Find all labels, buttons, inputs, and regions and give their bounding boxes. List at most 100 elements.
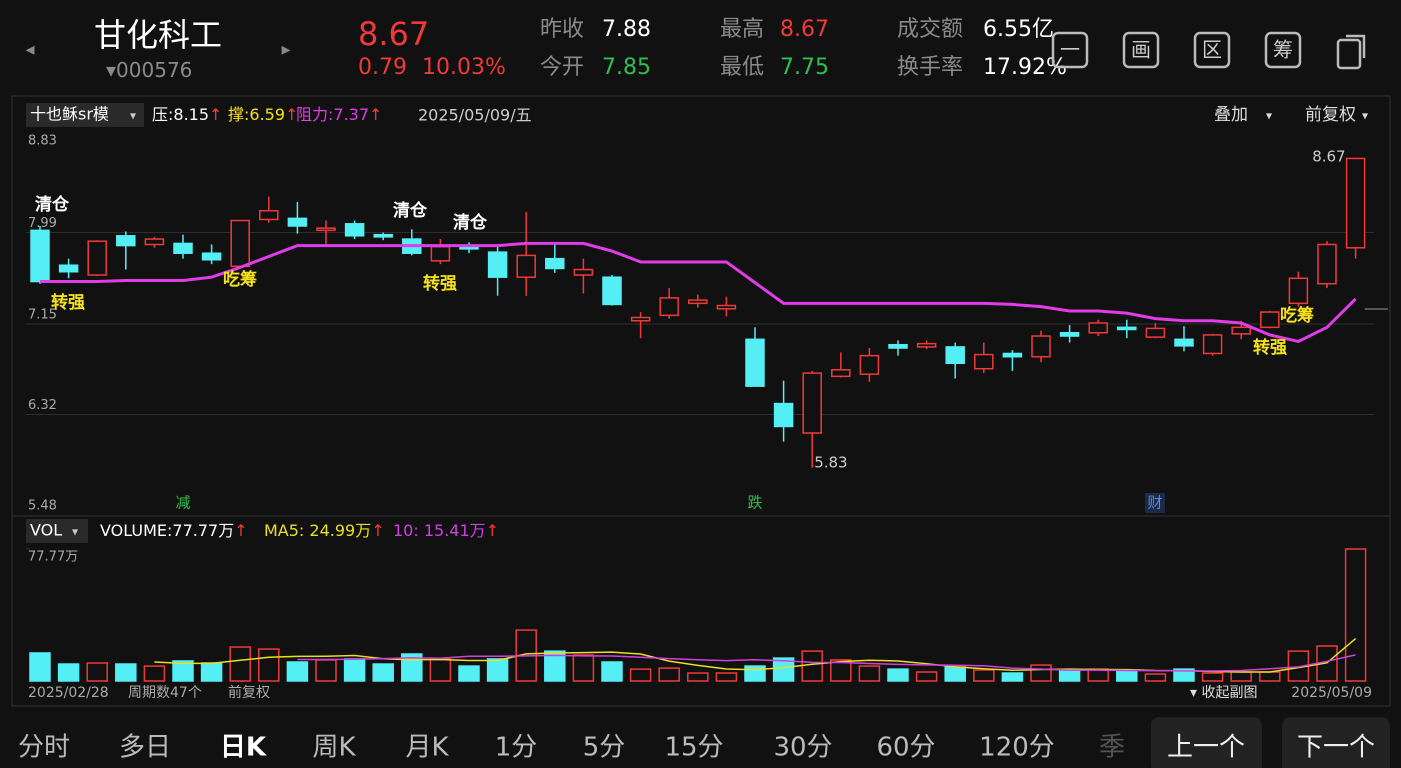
candle-body [316,227,336,232]
icon-box[interactable] [1264,31,1302,69]
volume-bar [286,661,309,682]
y-tick-label: 5.48 [28,499,57,514]
candle-body [1031,335,1051,358]
y-tick-label: 77.77万 [28,550,78,565]
tab[interactable]: 1分 [495,733,538,763]
volume-bar [429,658,452,682]
tab[interactable]: 60分 [876,733,935,763]
volume-bar [458,665,480,682]
button-label[interactable]: 下一个 [1297,733,1375,763]
volume-bar [915,671,938,682]
low: 7.75 [780,55,829,80]
volume-bar [1001,672,1024,682]
candle-body [916,342,937,348]
collapse[interactable]: ▾ 收起副图 [1190,685,1257,701]
annotation: 转强 [423,273,457,294]
candle-body [58,264,79,273]
volume-bar [658,667,680,682]
icon-box[interactable] [1122,31,1160,69]
tab[interactable]: 分时 [18,733,70,763]
button-label[interactable]: 上一个 [1167,733,1245,763]
volume-bar [629,668,652,682]
prev-button-bg[interactable] [1151,717,1262,768]
tab[interactable]: 120分 [979,733,1055,763]
volume-bar [258,648,280,682]
tab[interactable]: 月K [405,733,449,763]
volume-bar [1030,664,1052,682]
candle-body [659,297,679,317]
volume-bar [1201,672,1224,682]
volume-bar [200,662,223,682]
resist-text: 阻力:7.37 [296,105,369,124]
indicator-caret: ▾ [130,109,136,123]
code: 000576 [116,58,192,82]
annotation: 转强 [51,292,85,313]
volume-bar [572,654,595,682]
arrow: ↑ [486,521,499,540]
candle-body [516,254,536,278]
low-label: 最低 [720,55,764,80]
tab[interactable]: 季 [1099,733,1125,763]
icon-glyph: 一 [1060,38,1080,62]
tab[interactable]: 5分 [583,733,626,763]
tab[interactable]: 周K [312,733,356,763]
overlay[interactable]: 叠加 [1214,105,1248,125]
stock-name: 甘化科工 [94,16,222,54]
candle-body [230,219,250,268]
tab[interactable]: 日K [220,733,267,763]
code-caret: ▾ [106,58,116,82]
candle-body [630,316,651,322]
volume-bar [544,650,566,682]
vol-label-bg[interactable] [26,519,88,543]
indicator-bg[interactable] [26,103,144,127]
icon-box[interactable] [1051,31,1089,69]
volume-bar [1116,670,1138,682]
tab[interactable]: 30分 [773,733,832,763]
prev-arrow[interactable]: ◂ [25,39,34,60]
amount-label: 成交额 [897,17,963,42]
next-button-bg[interactable] [1282,717,1390,768]
candle-body [1202,334,1223,355]
ma10-legend-text: 10: 15.41万 [393,521,486,540]
volume-bar [601,661,623,682]
support-text: 撑:6.59 [228,105,285,124]
open-label: 今开 [540,55,584,80]
candle-body [287,217,308,227]
adjust-footer: 前复权 [228,684,270,701]
candle-body [1145,327,1166,338]
icon-glyph: 筹 [1273,38,1293,62]
tab[interactable]: 多日 [119,733,171,763]
candle-body [173,242,193,254]
candle-body [831,369,851,378]
volume-legend-text: VOLUME:77.77万 [100,521,234,540]
annotation: 转强 [1253,337,1287,358]
rotate-icon[interactable] [1336,34,1366,70]
volume-bar [801,650,823,682]
ma10-legend: 10: 15.41万↑ [393,521,499,540]
icon-box[interactable] [1193,31,1231,69]
periods: 周期数47个 [128,685,202,701]
volume-bar [172,660,194,682]
turnover-label: 换手率 [897,55,963,80]
high-label: 最高 [720,17,764,42]
volume-bar [1058,669,1081,682]
candle-body [201,252,222,261]
candle-body [602,276,622,306]
caret: ▾ [1266,109,1272,123]
candle-body [144,238,165,246]
change-pct: 10.03% [422,55,506,80]
tab[interactable]: 15分 [664,733,723,763]
next-arrow[interactable]: ▸ [281,39,290,60]
event: 财 [1147,494,1162,512]
volume-bar [486,658,509,682]
resist: 阻力:7.37↑ [296,105,382,124]
volume-bar [343,658,366,682]
candle-body [373,233,393,238]
chart-panel [11,95,1391,707]
candle-body [1260,311,1280,329]
candle-body [573,268,594,276]
adjust[interactable]: 前复权 [1305,105,1356,125]
candle-body [344,223,365,237]
volume-bar [973,669,995,682]
